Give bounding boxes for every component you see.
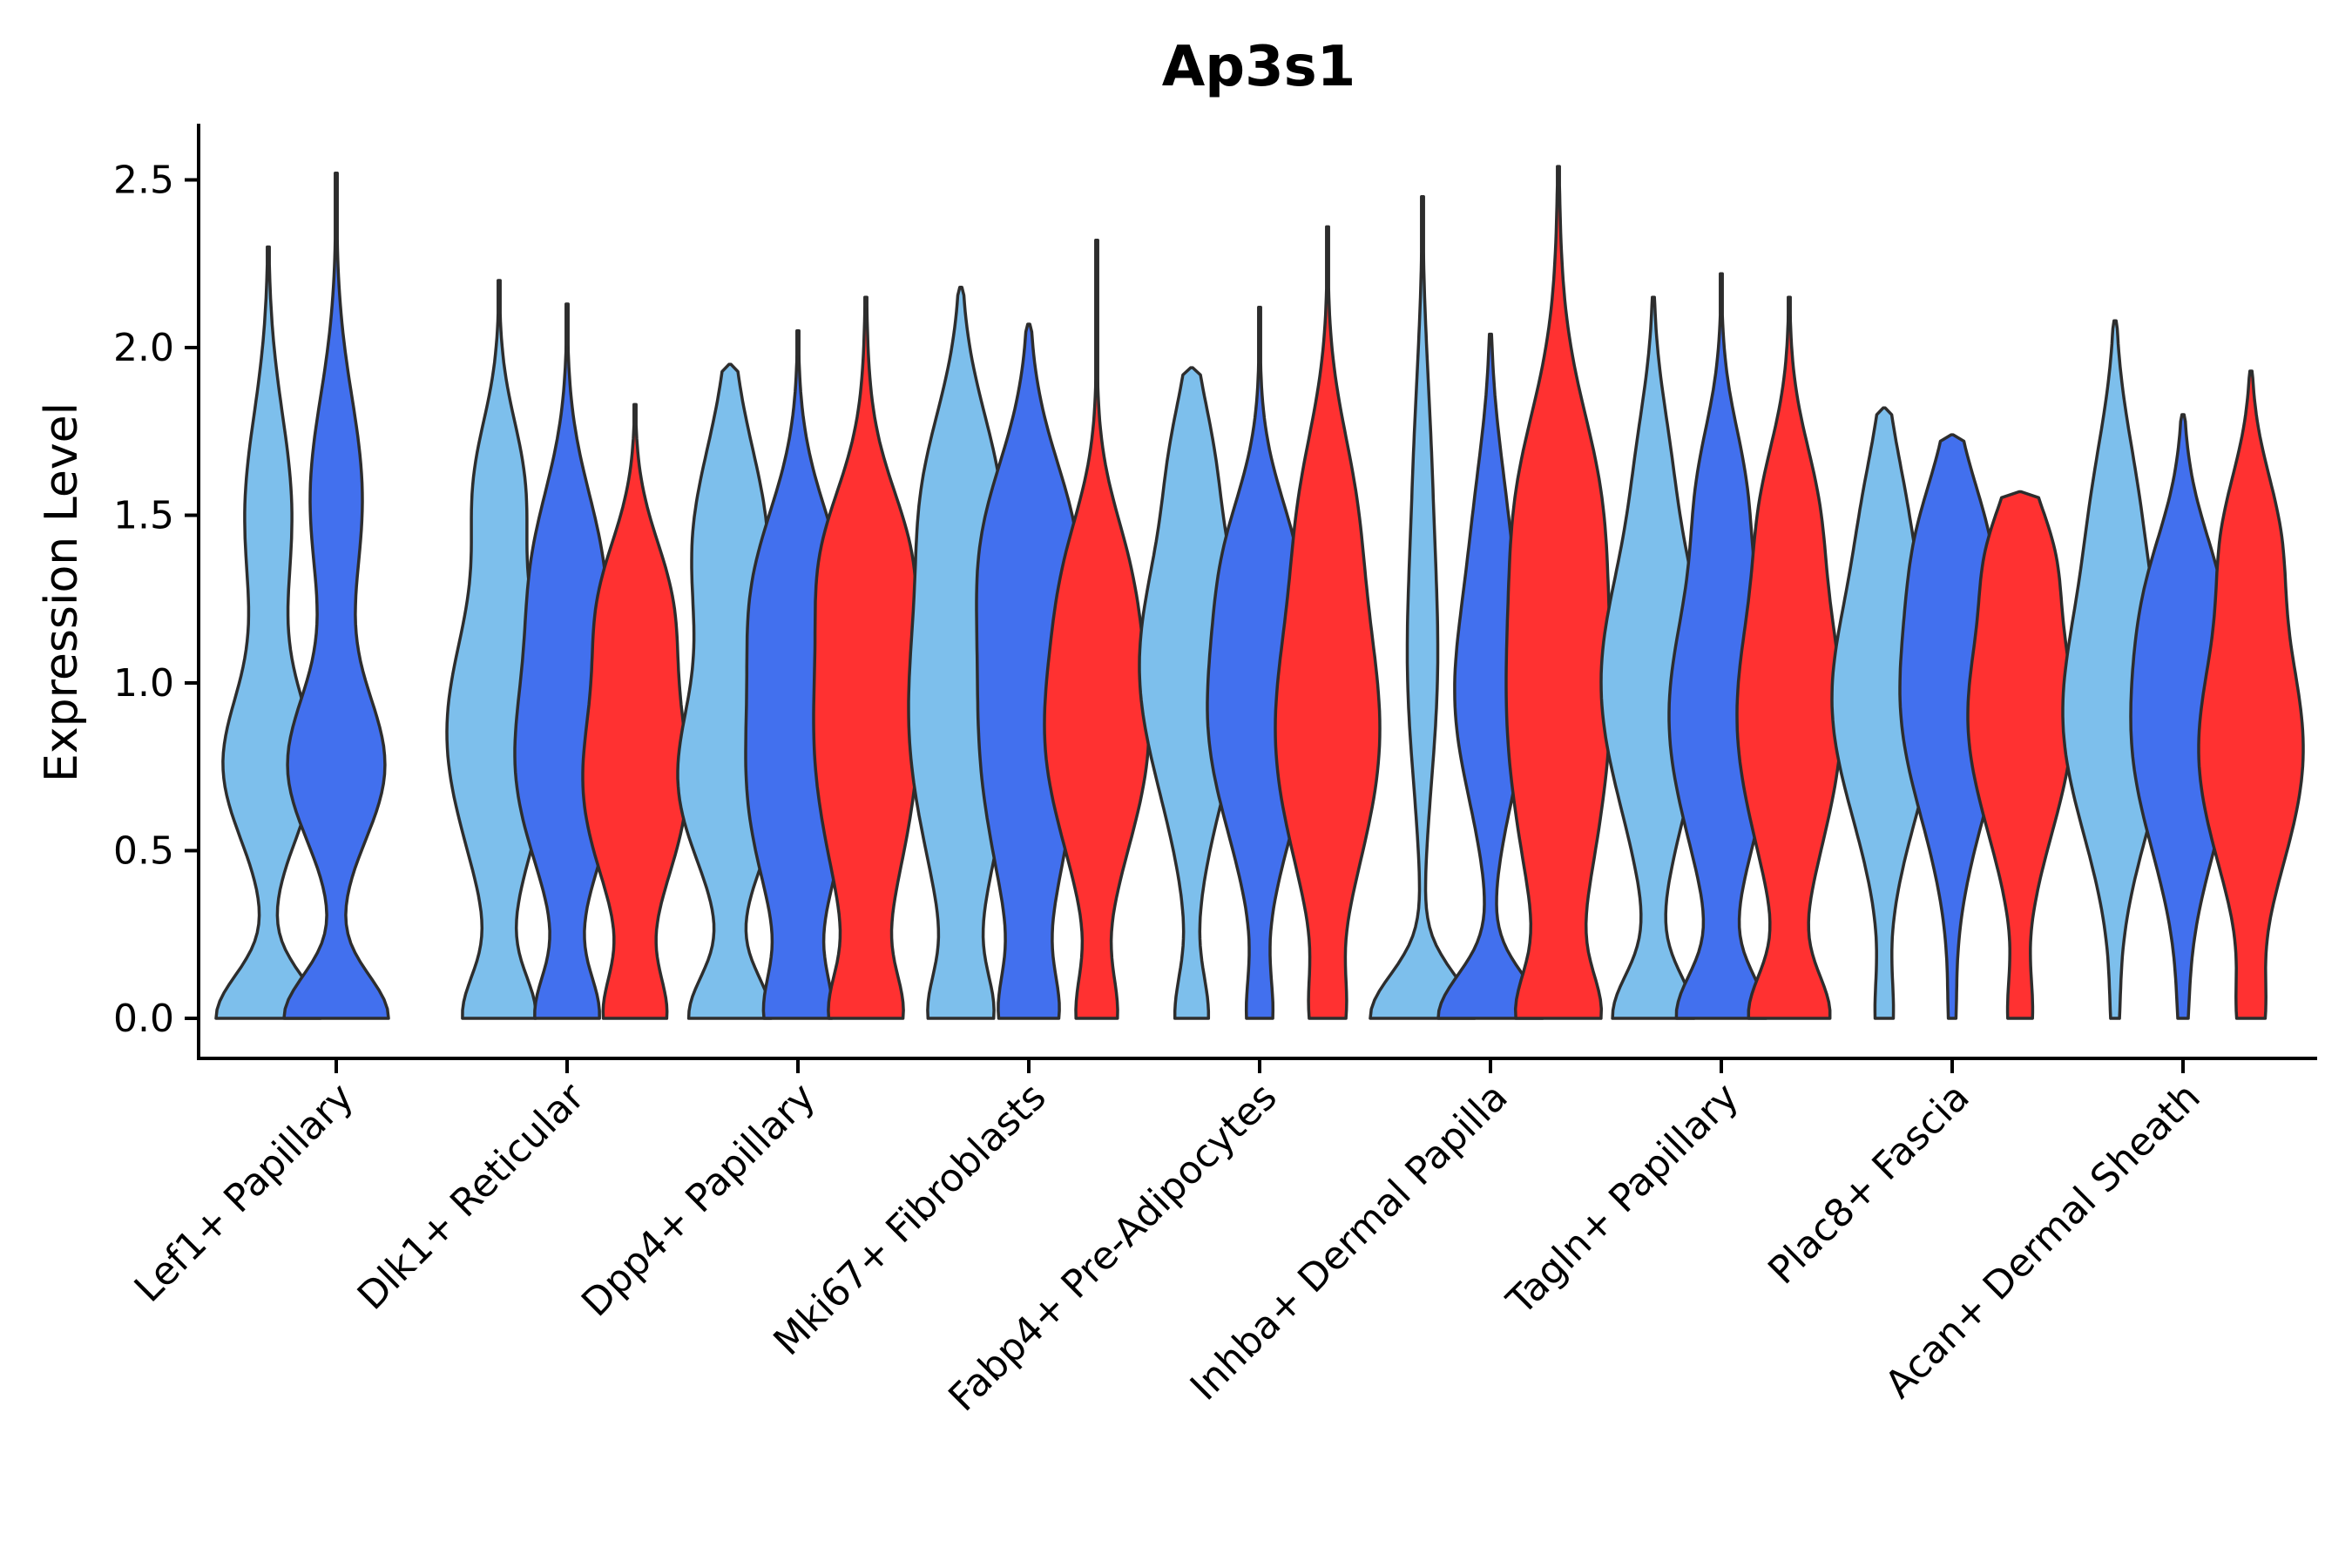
- y-tick-label: 0.0: [113, 997, 174, 1041]
- y-ticks-group: 0.0 0.5 1.0 1.5 2.0 2.5: [113, 159, 199, 1041]
- violin-group-1: [214, 245, 322, 1020]
- y-tick-label: 2.5: [113, 159, 174, 203]
- violin-group-2: [1898, 433, 2006, 1020]
- y-tick-label: 2.0: [113, 326, 174, 370]
- violin-group-3: [1274, 225, 1382, 1020]
- violins-group: [214, 165, 2305, 1020]
- y-tick-label: 0.5: [113, 829, 174, 874]
- violin-group-3: [1735, 295, 1843, 1020]
- violin-group-3: [1966, 490, 2074, 1020]
- x-tick-label: Plac8+ Fascia: [1760, 1075, 1978, 1294]
- axes-group: [197, 124, 2317, 1060]
- violin-group-3: [581, 402, 689, 1020]
- y-axis-label: Expression Level: [36, 402, 88, 782]
- violin-group-3: [1504, 165, 1612, 1020]
- x-tick-label: Lef1+ Papillary: [126, 1075, 362, 1311]
- x-tick-label: Dpp4+ Papillary: [573, 1075, 824, 1326]
- y-tick-label: 1.5: [113, 494, 174, 538]
- x-tick-label: Dlk1+ Reticular: [349, 1074, 594, 1319]
- violin-group-1: [1369, 194, 1477, 1020]
- violin-group-3: [2197, 369, 2305, 1020]
- y-tick-label: 1.0: [113, 661, 174, 706]
- violin-group-3: [1043, 239, 1151, 1020]
- violin-group-3: [812, 295, 920, 1020]
- violin-group-2: [282, 172, 390, 1020]
- x-tick-label: Tagln+ Papillary: [1498, 1075, 1747, 1324]
- chart-title: Ap3s1: [1162, 35, 1356, 99]
